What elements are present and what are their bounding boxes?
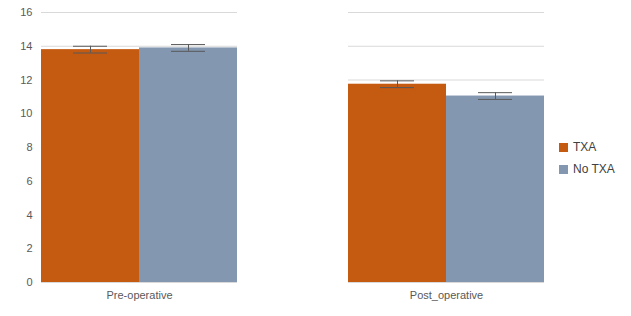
svg-text:Pre-operative: Pre-operative (106, 289, 172, 301)
svg-text:10: 10 (20, 107, 32, 119)
svg-text:6: 6 (26, 175, 32, 187)
svg-text:8: 8 (26, 141, 32, 153)
html-text:No TXA: No TXA (573, 162, 615, 176)
svg-text:0: 0 (26, 276, 32, 288)
svg-text:12: 12 (20, 74, 32, 86)
svg-text:4: 4 (26, 209, 32, 221)
svg-text:Post_operative: Post_operative (410, 289, 483, 301)
html-text:TXA: TXA (573, 140, 597, 154)
svg-text:16: 16 (20, 6, 32, 18)
svg-text:2: 2 (26, 242, 32, 254)
svg-text:14: 14 (20, 40, 32, 52)
